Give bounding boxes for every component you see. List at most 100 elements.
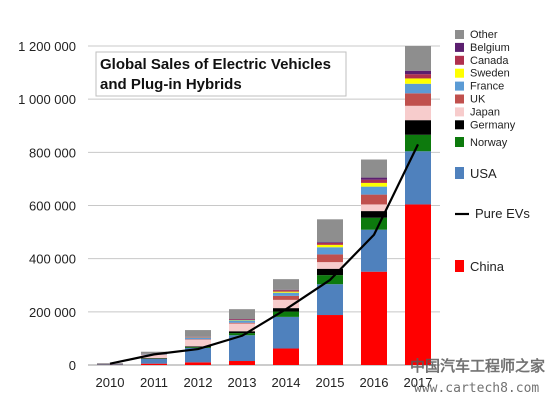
bar-segment-japan — [273, 299, 299, 309]
legend-swatch — [455, 260, 464, 272]
bar-segment-usa — [97, 364, 123, 365]
bar-segment-china — [141, 363, 167, 365]
bar-segment-belgium — [361, 177, 387, 180]
legend-label: USA — [470, 166, 497, 181]
bar-segment-other — [273, 279, 299, 290]
pure-ev-line — [109, 143, 419, 365]
bar-segment-belgium — [273, 289, 299, 291]
bar-segment-belgium — [405, 70, 431, 75]
bar-segment-germany — [405, 120, 431, 135]
bar-segment-canada — [229, 319, 255, 320]
bar-segment-canada — [361, 179, 387, 183]
chart-title-box: Global Sales of Electric Vehicles and Pl… — [95, 51, 347, 97]
bar-segment-japan — [317, 262, 343, 269]
legend-item-japan: Japan — [455, 106, 500, 118]
legend-swatch — [455, 107, 464, 117]
bar-segment-germany — [361, 211, 387, 218]
bars — [97, 46, 431, 365]
bar-segment-sweden — [361, 182, 387, 187]
legend-item-pure-evs: Pure EVs — [455, 206, 530, 221]
bar-segment-usa — [361, 229, 387, 272]
legend: OtherBelgiumCanadaSwedenFranceUKJapanGer… — [455, 29, 530, 274]
bar-segment-other — [185, 330, 211, 337]
bar-segment-france — [229, 320, 255, 323]
bar-segment-france — [185, 337, 211, 340]
x-tick-label: 2015 — [316, 375, 345, 390]
watermark-line-1: 中国汽车工程师之家 — [410, 357, 545, 375]
bar-segment-japan — [229, 323, 255, 332]
bar-segment-germany — [141, 358, 167, 359]
bar-segment-japan — [185, 339, 211, 347]
legend-label: Pure EVs — [475, 206, 530, 221]
legend-label: Belgium — [470, 42, 510, 54]
legend-item-other: Other — [455, 29, 498, 41]
legend-swatch — [455, 137, 464, 147]
y-tick-label: 200 000 — [29, 305, 76, 320]
bar-segment-canada — [273, 290, 299, 292]
bar-segment-germany — [317, 268, 343, 276]
bar-segment-sweden — [405, 78, 431, 84]
chart-title-line-1: Global Sales of Electric Vehicles — [100, 56, 331, 73]
bar-segment-germany — [185, 346, 211, 348]
legend-label: UK — [470, 94, 486, 106]
bar-segment-japan — [141, 354, 167, 359]
bar-segment-uk — [229, 322, 255, 324]
legend-item-china: China — [455, 259, 505, 274]
legend-item-canada: Canada — [455, 55, 509, 67]
legend-item-norway: Norway — [455, 137, 508, 149]
bar-segment-sweden — [317, 244, 343, 248]
bar-segment-germany — [229, 331, 255, 334]
y-tick-label: 400 000 — [29, 252, 76, 267]
bar-segment-canada — [317, 242, 343, 245]
y-tick-label: 1 200 000 — [18, 39, 76, 54]
bar-stack-2017 — [405, 46, 431, 365]
legend-label: Other — [470, 29, 498, 41]
bar-segment-canada — [185, 336, 211, 338]
legend-label: Sweden — [470, 68, 510, 80]
bar-segment-belgium — [317, 242, 343, 243]
legend-item-germany: Germany — [455, 119, 516, 131]
bar-segment-usa — [141, 358, 167, 364]
x-tick-label: 2017 — [404, 375, 433, 390]
bar-segment-france — [361, 186, 387, 195]
watermark: 中国汽车工程师之家 www.cartech8.com — [410, 357, 545, 396]
bar-segment-japan — [361, 204, 387, 212]
chart-title-line-2: and Plug-in Hybrids — [100, 76, 242, 93]
legend-item-sweden: Sweden — [455, 68, 510, 80]
bar-stack-2014 — [273, 279, 299, 365]
legend-label: Japan — [470, 106, 500, 118]
gridlines — [88, 45, 440, 366]
legend-label: Canada — [470, 55, 509, 67]
y-tick-label: 0 — [69, 358, 76, 373]
bar-segment-japan — [405, 105, 431, 121]
bar-segment-other — [405, 46, 431, 71]
legend-label: China — [470, 259, 505, 274]
legend-swatch — [455, 120, 464, 130]
x-tick-label: 2010 — [96, 375, 125, 390]
bar-segment-france — [405, 83, 431, 94]
bar-segment-china — [361, 271, 387, 365]
bar-segment-usa — [405, 151, 431, 205]
bar-segment-norway — [185, 347, 211, 348]
legend-swatch — [455, 81, 464, 91]
legend-item-france: France — [455, 81, 504, 93]
bar-segment-other — [229, 309, 255, 320]
legend-item-belgium: Belgium — [455, 42, 510, 54]
bar-stack-2013 — [229, 309, 255, 365]
bar-segment-china — [185, 362, 211, 365]
title-box-frame — [95, 51, 347, 97]
x-axis-tick-labels: 2010 2011 2012 2013 2014 2015 2016 2017 — [96, 375, 433, 390]
x-tick-label: 2012 — [184, 375, 213, 390]
bar-stack-2015 — [317, 219, 343, 365]
bar-segment-other — [361, 159, 387, 178]
legend-swatch — [455, 68, 464, 78]
legend-swatch — [455, 55, 464, 65]
bar-segment-china — [273, 348, 299, 365]
legend-swatch — [455, 42, 464, 52]
legend-label: France — [470, 81, 504, 93]
bar-segment-other — [141, 351, 167, 354]
y-tick-label: 800 000 — [29, 145, 76, 160]
bar-segment-norway — [361, 217, 387, 230]
bar-segment-norway — [405, 134, 431, 152]
